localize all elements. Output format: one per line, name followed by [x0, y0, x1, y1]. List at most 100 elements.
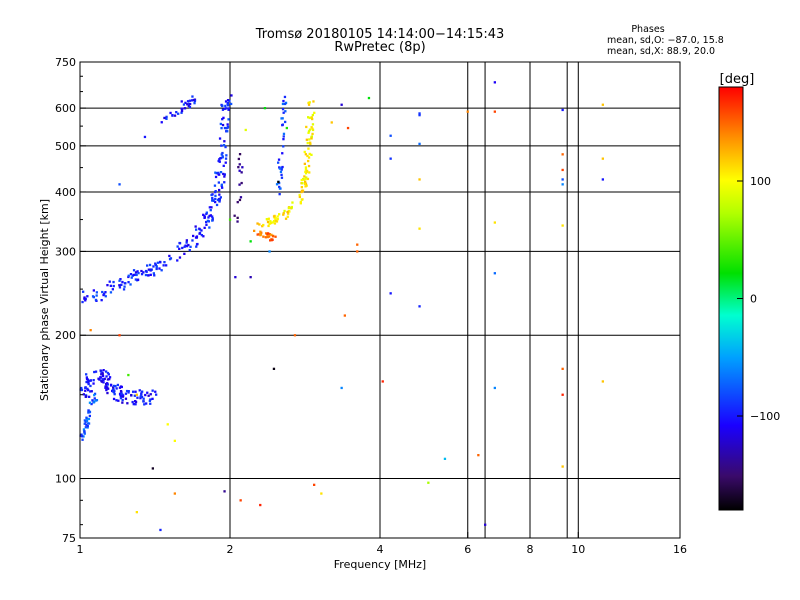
echo-point	[303, 150, 306, 154]
echo-point	[139, 395, 142, 398]
echo-point	[158, 267, 161, 270]
echo-point	[278, 167, 282, 170]
echo-point	[132, 390, 135, 393]
x-axis-label: Frequency [MHz]	[334, 558, 426, 571]
echo-point	[298, 193, 301, 197]
echo-point	[282, 213, 285, 216]
echo-point	[278, 187, 282, 190]
echo-point	[222, 144, 226, 147]
echo-point	[173, 114, 177, 117]
echo-point	[100, 370, 103, 373]
echo-point	[106, 378, 110, 381]
echo-point	[208, 226, 211, 229]
echo-point	[129, 283, 132, 286]
echo-point	[304, 166, 308, 169]
echo-point	[192, 98, 195, 102]
echo-point	[209, 209, 212, 212]
echo-point	[224, 145, 227, 149]
echo-point	[134, 271, 138, 274]
echo-point	[154, 390, 157, 393]
scatter-point	[239, 499, 242, 502]
echo-point	[221, 108, 225, 111]
echo-point	[278, 193, 281, 196]
echo-point	[124, 392, 128, 395]
echo-point	[113, 393, 116, 396]
echo-point	[118, 284, 121, 287]
echo-point	[304, 170, 307, 173]
echo-point	[309, 141, 312, 144]
echo-point	[138, 389, 141, 392]
echo-point	[112, 280, 115, 284]
echo-point	[278, 166, 281, 169]
colorbar-tick-label: −100	[750, 410, 780, 423]
echo-point	[222, 164, 225, 167]
echo-point	[107, 373, 110, 376]
echo-point	[80, 388, 84, 391]
x-tick-label: 1	[77, 543, 84, 556]
echo-point	[145, 402, 148, 405]
scatter-point	[263, 107, 267, 110]
echo-point	[305, 138, 308, 141]
echo-point	[275, 183, 279, 186]
data-points	[79, 81, 604, 532]
echo-point	[195, 228, 198, 231]
echo-point	[99, 376, 102, 379]
echo-point	[113, 384, 116, 388]
echo-point	[86, 424, 89, 428]
echo-point	[90, 390, 93, 393]
echo-point	[176, 245, 179, 248]
echo-point	[280, 173, 283, 176]
echo-point	[286, 215, 289, 218]
scatter-point	[466, 110, 469, 113]
echo-point	[135, 273, 138, 277]
echo-point	[81, 300, 84, 304]
echo-point	[100, 299, 103, 302]
echo-point	[93, 394, 96, 397]
echo-point	[224, 157, 228, 160]
echo-point	[268, 222, 271, 225]
echo-point	[267, 224, 270, 228]
scatter-point	[493, 272, 496, 275]
echo-point	[211, 217, 214, 220]
echo-point	[133, 394, 136, 397]
echo-point	[140, 269, 143, 273]
echo-point	[218, 193, 221, 196]
echo-point	[108, 376, 112, 379]
echo-point	[283, 95, 287, 99]
echo-point	[308, 101, 311, 104]
echo-point	[306, 154, 309, 158]
echo-point	[221, 118, 224, 121]
echo-point	[146, 391, 149, 394]
echo-point	[136, 270, 139, 273]
echo-point	[221, 151, 224, 155]
echo-point	[276, 218, 279, 221]
echo-point	[189, 103, 192, 106]
echo-point	[191, 95, 194, 98]
echo-point	[115, 399, 118, 402]
echo-point	[287, 206, 290, 210]
echo-point	[256, 222, 259, 225]
echo-point	[270, 233, 273, 236]
echo-point	[169, 257, 173, 260]
echo-point	[284, 110, 287, 113]
echo-point	[305, 176, 308, 179]
echo-point	[119, 397, 123, 400]
echo-point	[115, 387, 118, 390]
echo-point	[307, 159, 310, 163]
echo-point	[86, 387, 89, 390]
echo-point	[160, 121, 163, 124]
echo-point	[193, 102, 196, 105]
echo-point	[88, 395, 91, 398]
echo-point	[273, 222, 277, 225]
echo-point	[92, 289, 95, 292]
echo-point	[268, 233, 271, 236]
echo-point	[208, 214, 211, 218]
echo-point	[140, 393, 143, 396]
echo-point	[90, 402, 93, 406]
echo-point	[106, 371, 110, 375]
echo-point	[311, 132, 314, 136]
echo-point	[134, 403, 137, 406]
scatter-point	[484, 523, 487, 526]
echo-point	[307, 156, 311, 159]
echo-point	[80, 386, 83, 390]
